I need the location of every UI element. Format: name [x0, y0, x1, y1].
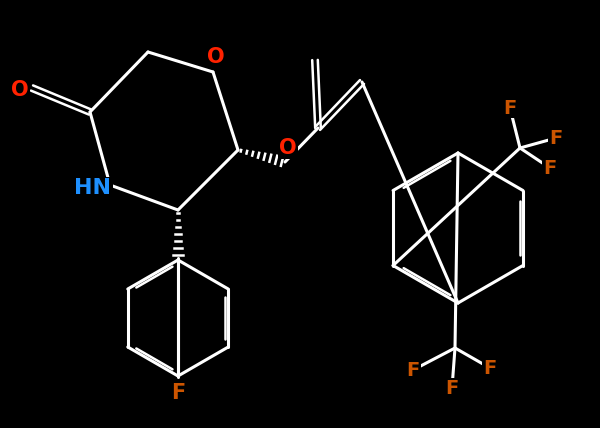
Text: O: O [207, 47, 225, 67]
Text: F: F [550, 128, 563, 148]
Text: F: F [445, 378, 458, 398]
Text: F: F [484, 359, 497, 377]
Text: HN: HN [74, 178, 112, 198]
Text: F: F [503, 98, 517, 118]
Text: F: F [544, 158, 557, 178]
Text: F: F [406, 360, 419, 380]
Text: O: O [279, 138, 297, 158]
Text: O: O [11, 80, 29, 100]
Text: F: F [171, 383, 185, 403]
